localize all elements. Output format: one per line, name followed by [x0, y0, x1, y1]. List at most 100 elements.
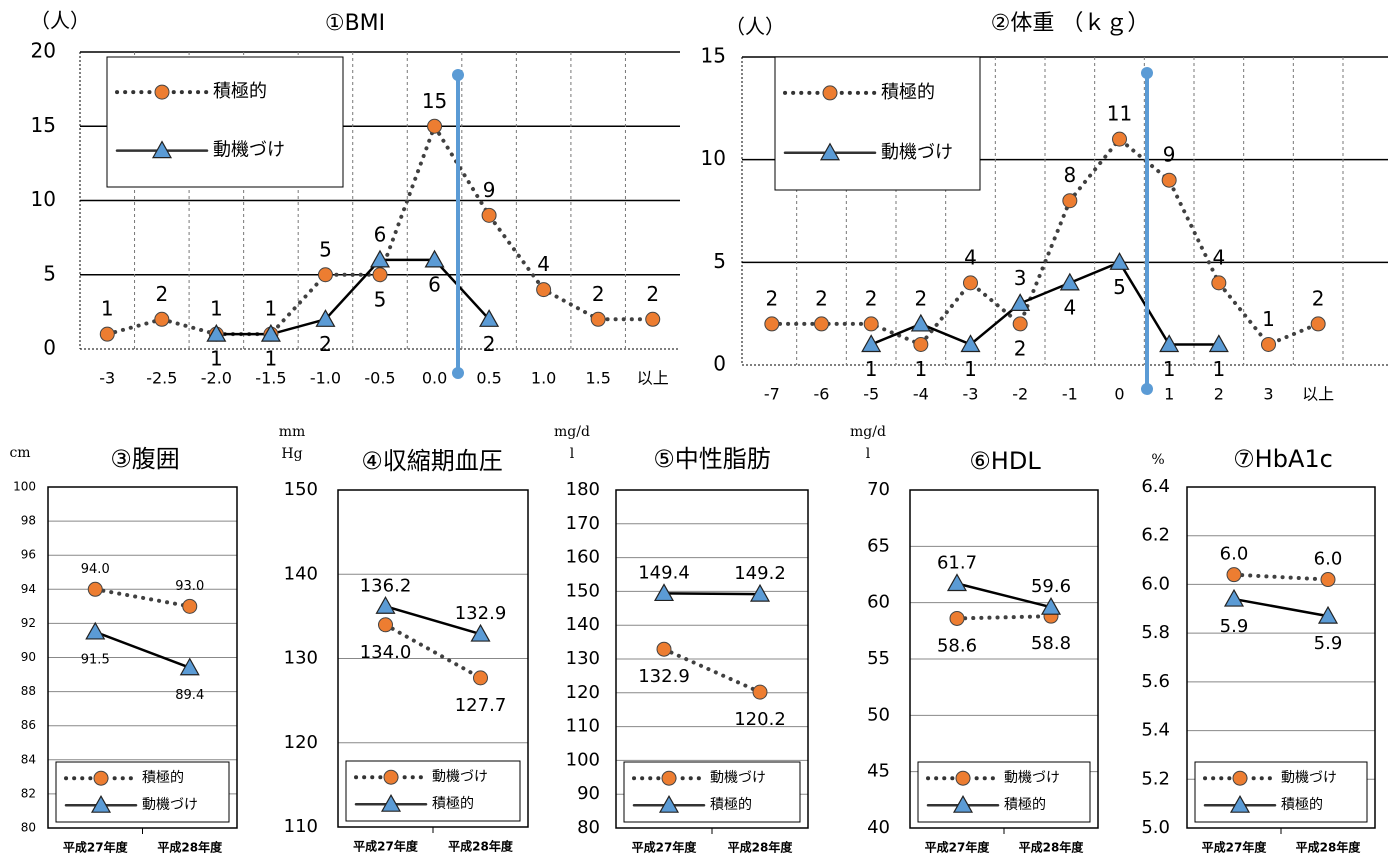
point — [949, 610, 965, 626]
point — [1012, 316, 1028, 332]
y-tick-label: 110 — [566, 716, 600, 737]
x-tick-label: 平成28年度 — [1019, 840, 1085, 855]
legend-label: 積極的 — [213, 81, 267, 102]
point — [87, 581, 103, 597]
y-unit: Hg — [281, 446, 302, 462]
data-label: 5.9 — [1314, 633, 1343, 654]
point — [372, 267, 388, 283]
y-tick-label: 6.2 — [1141, 525, 1170, 546]
x-tick-label: -3 — [963, 385, 979, 404]
data-label: 2 — [592, 282, 605, 306]
y-tick-label: 84 — [21, 752, 36, 766]
data-label: 91.5 — [81, 652, 110, 667]
x-tick-label: 0.5 — [476, 369, 501, 388]
point — [1059, 272, 1080, 291]
data-label: 2 — [815, 286, 828, 310]
y-tick-label: 50 — [867, 704, 890, 725]
y-tick-label: 88 — [21, 684, 36, 698]
series-line — [384, 605, 482, 636]
y-tick-label: 15 — [31, 113, 56, 137]
point — [1310, 316, 1326, 332]
y-tick-label: 5.4 — [1141, 720, 1170, 741]
series-line — [955, 614, 1053, 621]
data-label: 132.9 — [638, 666, 690, 687]
y-tick-label: 120 — [566, 682, 600, 703]
point — [1211, 275, 1227, 291]
point — [369, 249, 391, 268]
y-tick-label: 10 — [701, 146, 726, 170]
y-tick-label: 94 — [21, 582, 36, 596]
data-label: 1 — [1262, 307, 1275, 331]
legend-marker — [151, 140, 173, 159]
point — [910, 313, 931, 332]
y-tick-label: 15 — [701, 44, 726, 68]
legend-marker — [380, 793, 402, 812]
legend-box — [1194, 761, 1368, 823]
data-label: 2 — [765, 286, 778, 310]
legend-label: 動機づけ — [881, 142, 953, 163]
x-tick-label: 以上 — [1302, 385, 1334, 404]
point — [1112, 131, 1127, 147]
data-label: 89.4 — [175, 688, 204, 703]
data-label: 2 — [1014, 336, 1027, 360]
data-label: 9 — [483, 178, 496, 202]
point — [1261, 336, 1276, 352]
chart-title: ①BMI — [325, 11, 385, 36]
x-tick-label: -0.5 — [364, 369, 395, 388]
point — [1226, 567, 1242, 583]
y-tick-label: 6.0 — [1141, 573, 1170, 594]
data-label: 1 — [210, 297, 223, 321]
chart-title: ⑤中性脂肪 — [653, 445, 771, 473]
series-line — [215, 258, 491, 336]
y-tick-label: 130 — [284, 648, 318, 669]
data-label: 1 — [1212, 357, 1225, 381]
point — [536, 282, 552, 298]
y-tick-label: 92 — [21, 616, 36, 630]
point — [1010, 293, 1031, 311]
x-tick-label: 0 — [1114, 385, 1124, 404]
point — [863, 316, 879, 332]
y-tick-label: 96 — [21, 548, 36, 562]
y-tick-label: 150 — [566, 580, 600, 601]
y-tick-label: 5.0 — [1141, 817, 1170, 838]
point — [315, 309, 336, 327]
y-tick-label: 110 — [284, 816, 318, 837]
data-label: 1 — [101, 297, 114, 321]
x-tick-label: 平成28年度 — [448, 839, 514, 854]
data-label: 11 — [1107, 102, 1132, 126]
data-label: 1 — [265, 347, 278, 371]
x-tick-label: 1.0 — [531, 369, 556, 388]
legend-marker — [1232, 770, 1248, 786]
series-line — [869, 260, 1221, 346]
y-unit: （人） — [725, 15, 785, 39]
y-unit: mm — [279, 424, 306, 440]
legend-box — [774, 56, 981, 191]
y-tick-label: 82 — [21, 786, 36, 800]
data-label: 5 — [374, 287, 387, 311]
y-unit: l — [866, 446, 871, 462]
y-tick-label: 150 — [284, 479, 318, 500]
point — [752, 684, 768, 700]
data-label: 6 — [374, 222, 387, 246]
data-label: 149.2 — [734, 563, 786, 584]
data-label: 8 — [1063, 163, 1076, 187]
x-tick-label: 以上 — [637, 369, 669, 388]
point — [764, 316, 780, 332]
point — [656, 641, 672, 657]
data-label: 59.6 — [1031, 576, 1071, 597]
y-tick-label: 5 — [713, 249, 726, 273]
y-tick-label: 100 — [566, 749, 600, 770]
point — [1040, 596, 1062, 615]
point — [260, 323, 281, 342]
legend-marker — [154, 84, 170, 100]
point — [1223, 588, 1245, 607]
x-tick-label: 平成27年度 — [1202, 840, 1268, 855]
point — [317, 267, 333, 283]
data-label: 1 — [964, 357, 977, 381]
data-label: 134.0 — [360, 642, 412, 663]
y-unit: mg/d — [850, 424, 886, 440]
y-tick-label: 65 — [867, 535, 890, 556]
data-label: 2 — [1312, 286, 1325, 310]
y-tick-label: 160 — [566, 547, 600, 568]
